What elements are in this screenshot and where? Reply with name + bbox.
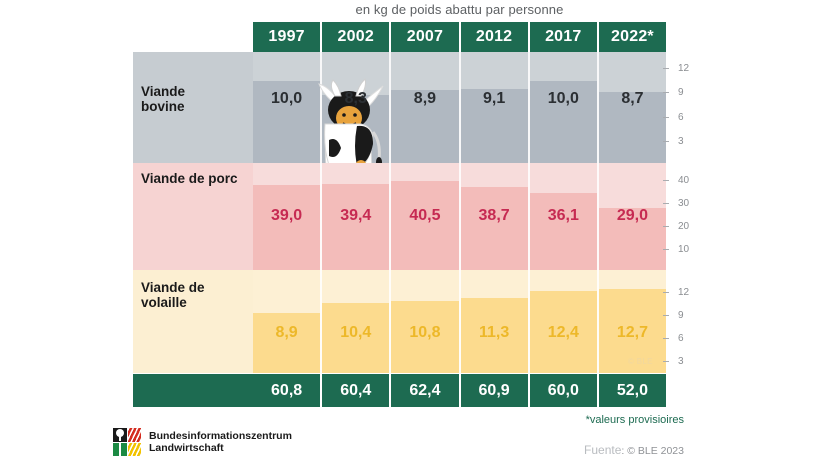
bar-value: 39,0 — [271, 207, 303, 224]
axis-tick: 3 — [678, 356, 684, 367]
bar-value: 29,0 — [616, 207, 649, 224]
series-row-beef: Viande bovine 10,0 8,3 8,9 9,1 10,0 8,7 — [133, 52, 666, 163]
bzl-logo: Bundesinformationszentrum Landwirtschaft — [113, 428, 292, 456]
bar-value: 12,4 — [547, 324, 579, 341]
source-prefix: Fuente — [584, 443, 622, 457]
axis-tick: 20 — [678, 221, 690, 232]
bar-value: 11,3 — [478, 324, 510, 341]
total-value: 60,4 — [322, 374, 392, 407]
pork-columns: 39,0 39,4 40,5 38,7 36,1 29,0 — [253, 163, 666, 270]
bar-column: 40,5 — [391, 163, 461, 270]
axis-tick: 30 — [678, 198, 690, 209]
bar-column: 11,3 — [460, 270, 530, 373]
series-label-poultry: Viande de volaille — [141, 280, 205, 310]
bar-value: 12,7 — [616, 324, 649, 341]
bar-column: 8,3 — [322, 52, 392, 163]
bar-value: 8,3 — [344, 90, 367, 107]
pork-label-pane — [133, 163, 253, 270]
chart-subtitle: en kg de poids abattu par personne — [355, 2, 564, 17]
header-year: 2012 — [460, 22, 530, 52]
header-year: 2017 — [529, 22, 599, 52]
series-label-pork: Viande de porc — [141, 171, 238, 186]
bar-column: 10,0 — [253, 52, 323, 163]
bar-column: 39,4 — [322, 163, 392, 270]
series-row-poultry: Viande de volaille 8,9 10,4 10,8 11,3 12… — [133, 270, 666, 373]
bar-value: 40,5 — [409, 207, 441, 224]
bar-column: 10,4 — [322, 270, 392, 373]
series-label-beef: Viande bovine — [141, 84, 186, 114]
ble-watermark: © BLE — [628, 357, 653, 366]
source-note: Fuente: © BLE 2023 — [584, 443, 684, 457]
bar-column: 29,0 — [598, 163, 666, 270]
bar-column: 39,0 — [253, 163, 323, 270]
bar-value: 10,0 — [271, 90, 303, 107]
field-stripes-icon — [127, 428, 141, 442]
logo-quadrant-yellow — [127, 442, 141, 456]
total-value: 60,0 — [530, 374, 599, 407]
bar-value: 8,9 — [413, 90, 437, 107]
bar-column: 10,8 — [391, 270, 461, 373]
bar-column: 12,7 — [598, 270, 666, 373]
bar-column: 8,7 — [598, 52, 666, 163]
axis-beef: 12 9 6 3 — [663, 52, 710, 163]
totals-label-spacer — [133, 374, 253, 407]
totals-row: 60,8 60,4 62,4 60,9 60,0 52,0 — [133, 374, 666, 407]
header-year: 2007 — [391, 22, 461, 52]
axis-tick: 10 — [678, 244, 690, 255]
total-value: 62,4 — [391, 374, 461, 407]
source-text: : © BLE 2023 — [621, 445, 684, 457]
axis-pork: 40 30 20 10 — [663, 163, 710, 270]
bar-value: 39,4 — [340, 207, 372, 224]
beef-columns: 10,0 8,3 8,9 9,1 10,0 8,7 — [253, 52, 666, 163]
logo-text: Bundesinformationszentrum Landwirtschaft — [149, 429, 292, 455]
logo-quadrant-green — [113, 442, 127, 456]
provisional-footnote: *valeurs provisioires — [585, 414, 684, 426]
total-value: 60,9 — [461, 374, 530, 407]
bar-value: 36,1 — [547, 207, 579, 224]
bar-column: 9,1 — [460, 52, 530, 163]
axis-tick: 9 — [678, 310, 684, 321]
axis-tick: 9 — [678, 87, 684, 98]
series-row-pork: Viande de porc 39,0 39,4 40,5 38,7 36,1 … — [133, 163, 666, 270]
axis-tick: 3 — [678, 136, 684, 147]
header-year: 2022* — [598, 22, 667, 52]
bar-column: 10,0 — [529, 52, 599, 163]
logo-quadrant-red — [127, 428, 141, 442]
axis-poultry: 12 9 6 3 — [663, 270, 710, 373]
bzl-logo-mark — [113, 428, 141, 456]
bar-column: 8,9 — [253, 270, 323, 373]
bar-value: 10,8 — [409, 324, 441, 341]
axis-tick: 12 — [678, 287, 690, 298]
bar-value: 9,1 — [482, 90, 506, 107]
header-year: 2002 — [322, 22, 392, 52]
chart-body: Viande bovine 10,0 8,3 8,9 9,1 10,0 8,7 — [133, 52, 666, 373]
tree-icon — [116, 429, 124, 437]
total-value: 60,8 — [253, 374, 323, 407]
totals-cells: 60,8 60,4 62,4 60,9 60,0 52,0 — [253, 374, 666, 407]
bar-column: 36,1 — [529, 163, 599, 270]
bar-value: 8,7 — [621, 90, 644, 107]
axis-tick: 40 — [678, 175, 690, 186]
bar-value: 38,7 — [478, 207, 510, 224]
axis-tick: 6 — [678, 333, 684, 344]
bar-column: 12,4 — [529, 270, 599, 373]
poultry-label-pane — [133, 270, 253, 373]
bar-column: 8,9 — [391, 52, 461, 163]
bar-column: 38,7 — [460, 163, 530, 270]
axis-tick: 12 — [678, 63, 690, 74]
axis-tick: 6 — [678, 112, 684, 123]
header-year: 1997 — [253, 22, 323, 52]
total-value: 52,0 — [616, 381, 649, 399]
logo-quadrant-black — [113, 428, 127, 442]
year-header-row: 1997 2002 2007 2012 2017 2022* — [253, 22, 667, 52]
beef-label-pane — [133, 52, 253, 163]
bar-value: 10,4 — [340, 324, 372, 341]
bar-value: 10,0 — [547, 90, 579, 107]
bar-value: 8,9 — [275, 324, 298, 341]
poultry-columns: 8,9 10,4 10,8 11,3 12,4 12,7 — [253, 270, 666, 373]
